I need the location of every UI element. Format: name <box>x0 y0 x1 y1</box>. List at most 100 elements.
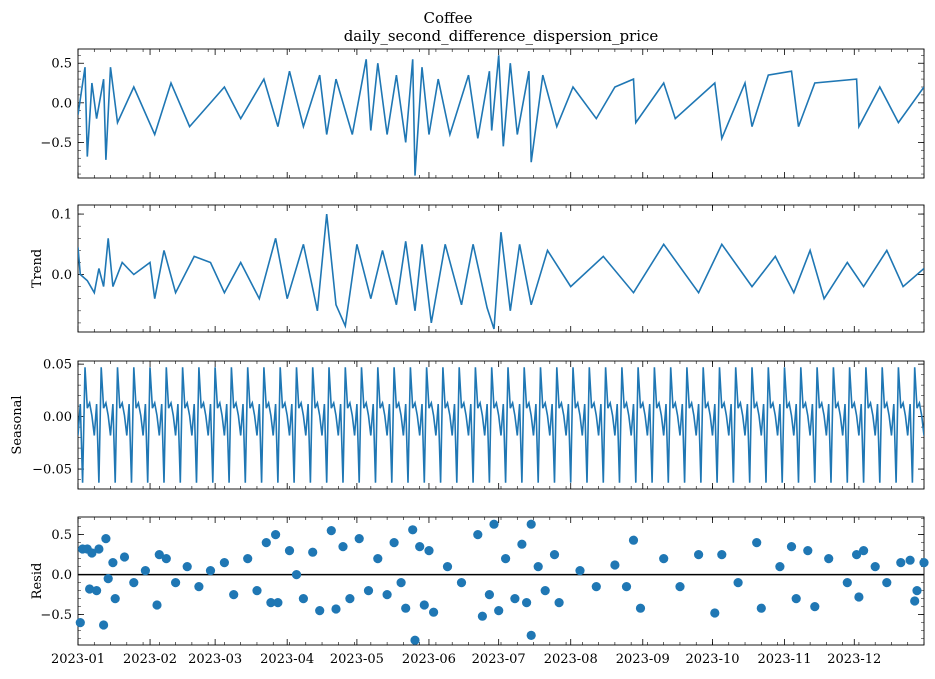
y-tick-label: 0.0 <box>51 96 72 111</box>
panel-frame-trend <box>77 204 925 333</box>
resid-point <box>610 560 620 570</box>
resid-point <box>517 539 527 549</box>
resid-point <box>85 584 95 594</box>
resid-point <box>129 578 139 588</box>
resid-point <box>229 590 239 600</box>
resid-point <box>101 534 111 544</box>
resid-point <box>94 544 104 554</box>
resid-point <box>526 519 536 529</box>
resid-point <box>345 594 355 604</box>
resid-point <box>408 525 418 535</box>
resid-point <box>540 586 550 596</box>
x-tick-label: 2023-08 <box>544 652 598 667</box>
x-tick-label: 2023-10 <box>685 652 739 667</box>
resid-point <box>171 578 181 588</box>
y-tick-label: 0.5 <box>51 528 72 543</box>
resid-point <box>161 554 171 564</box>
x-tick-label: 2023-07 <box>472 652 526 667</box>
x-tick-label: 2023-12 <box>827 652 881 667</box>
y-tick-label: −0.05 <box>32 463 72 478</box>
resid-point <box>526 630 536 641</box>
y-tick-label: 0.0 <box>51 268 72 283</box>
resid-point <box>291 570 302 580</box>
y-tick-label: 0.05 <box>43 358 72 373</box>
resid-point <box>401 603 411 613</box>
resid-point <box>473 530 483 540</box>
resid-point <box>675 582 685 592</box>
y-axis-label: Seasonal <box>10 395 25 454</box>
resid-point <box>494 606 504 616</box>
y-tick-label: 0.1 <box>51 208 72 223</box>
resid-point <box>154 550 164 560</box>
resid-point <box>852 550 862 560</box>
resid-point <box>717 550 727 560</box>
resid-point <box>338 542 348 552</box>
y-tick-label: 0.5 <box>51 57 72 72</box>
resid-point <box>710 608 720 618</box>
resid-point <box>108 558 118 568</box>
resid-point <box>92 586 102 596</box>
x-tick-label: 2023-03 <box>188 652 242 667</box>
resid-point <box>549 550 560 560</box>
resid-point <box>477 611 487 621</box>
resid-point <box>266 598 276 608</box>
resid-point <box>261 538 271 548</box>
resid-point <box>919 558 929 568</box>
resid-point <box>859 546 869 556</box>
resid-point <box>896 558 906 568</box>
resid-point <box>824 554 834 564</box>
y-tick-label: 0.0 <box>51 568 72 583</box>
panel-observed: −0.5 0.0 0.5 <box>40 48 925 179</box>
panels-group: −0.5 0.0 0.5 0.0 0.1 Trend −0.05 0.00 0.05 Season… <box>10 48 929 667</box>
resid-point <box>243 554 253 564</box>
y-tick-label: −0.5 <box>40 136 72 151</box>
resid-point <box>870 562 880 572</box>
series-line-seasonal <box>78 367 924 483</box>
panel-frame-resid <box>77 516 925 646</box>
resid-point <box>905 555 915 565</box>
resid-point <box>756 603 766 613</box>
resid-point <box>75 618 85 628</box>
resid-point <box>382 590 392 600</box>
resid-point <box>205 566 216 576</box>
resid-point <box>810 602 820 612</box>
resid-point <box>373 554 383 564</box>
resid-point <box>554 598 564 608</box>
resid-point <box>308 547 318 557</box>
resid-point <box>591 582 601 592</box>
resid-point <box>410 635 420 645</box>
panel-resid: −0.5 0.0 0.5 Resid <box>30 516 929 646</box>
resid-point <box>775 562 785 572</box>
resid-point <box>424 546 434 556</box>
resid-point <box>429 607 439 617</box>
figure-subtitle: daily_second_difference_dispersion_price <box>344 27 659 45</box>
resid-point <box>219 558 229 568</box>
resid-point <box>659 554 669 564</box>
resid-point <box>87 548 97 558</box>
resid-point <box>194 582 204 592</box>
resid-point <box>415 542 425 552</box>
resid-point <box>103 574 113 584</box>
x-tick-label: 2023-02 <box>123 652 177 667</box>
x-tick-label: 2023-06 <box>402 652 456 667</box>
resid-point <box>791 594 801 604</box>
resid-point <box>119 552 130 562</box>
resid-point <box>442 562 453 572</box>
x-tick-label: 2023-05 <box>330 652 384 667</box>
panel-trend: 0.0 0.1 Trend <box>30 204 925 333</box>
series-line-trend <box>78 214 924 330</box>
x-tick-label: 2023-04 <box>260 652 314 667</box>
resid-point <box>912 586 922 596</box>
resid-point <box>419 600 429 610</box>
figure-title: Coffee <box>424 9 473 27</box>
resid-point <box>110 594 120 604</box>
y-tick-label: −0.5 <box>40 608 72 623</box>
resid-point <box>803 546 813 556</box>
panel-seasonal: −0.05 0.00 0.05 Seasonal <box>10 358 925 490</box>
series-line-observed <box>78 55 924 176</box>
resid-point <box>273 598 283 608</box>
x-tick-label: 2023-11 <box>758 652 812 667</box>
resid-point <box>298 594 308 604</box>
